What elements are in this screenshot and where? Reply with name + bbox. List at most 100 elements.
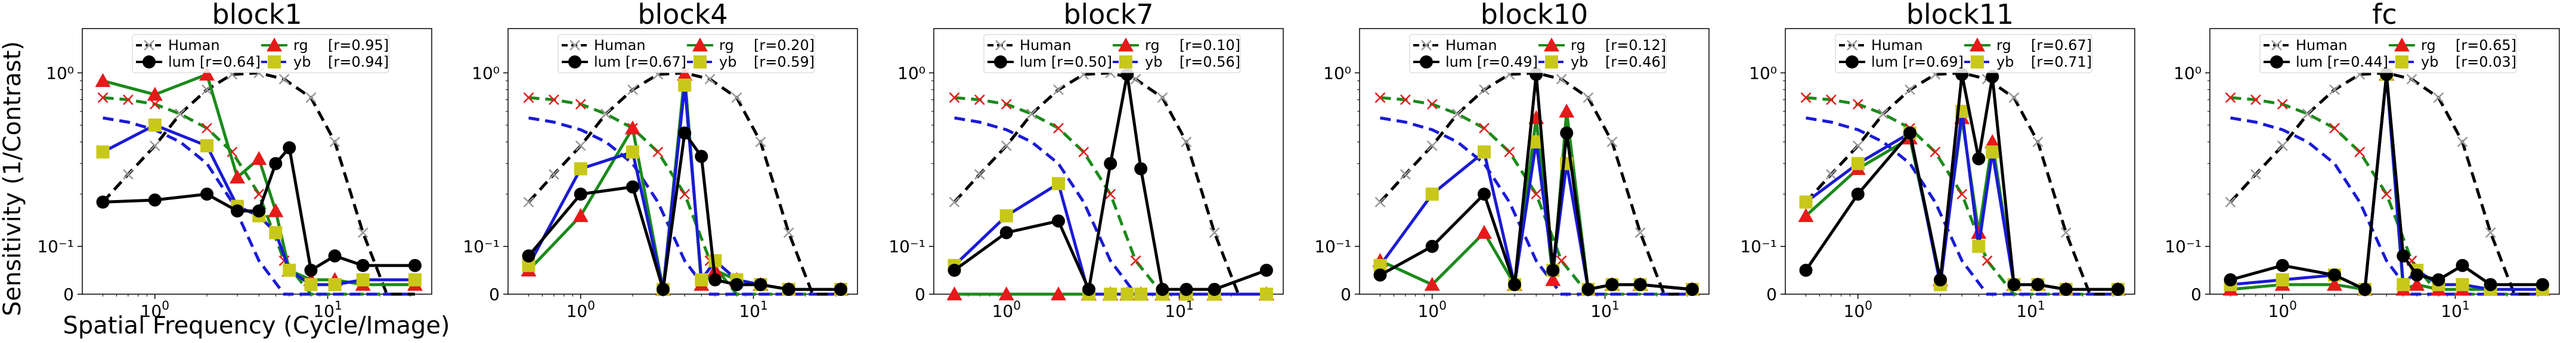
human-marker xyxy=(1852,99,1863,110)
point-yb xyxy=(148,119,162,132)
human-marker xyxy=(149,99,160,110)
legend-label-yb: yb xyxy=(719,54,736,70)
point-lum xyxy=(1508,277,1522,291)
legend-label-lum: lum [r=0.64] xyxy=(168,54,261,70)
y-tick-label: 0 xyxy=(489,285,500,304)
human-marker xyxy=(1400,169,1411,180)
human-marker xyxy=(253,189,265,199)
human-marker xyxy=(1157,92,1168,103)
human-marker xyxy=(1001,99,1012,110)
point-lum xyxy=(252,204,266,218)
point-yb xyxy=(1972,239,1986,253)
legend-label-rg-r: [r=0.10] xyxy=(1179,37,1240,54)
x-tick-label: 100 xyxy=(992,298,1021,321)
human-marker xyxy=(1981,255,1993,266)
point-rg xyxy=(95,73,111,88)
point-rg xyxy=(624,120,640,135)
point-lum xyxy=(1082,282,1096,296)
x-tick-label: 100 xyxy=(141,298,169,321)
x-tick-label: 100 xyxy=(1844,298,1872,321)
point-rg xyxy=(1476,224,1492,239)
legend-label-human: Human xyxy=(2296,37,2348,54)
human-marker xyxy=(1930,146,1941,158)
point-lum xyxy=(1986,70,1999,83)
point-lum xyxy=(1208,282,1221,296)
point-rg xyxy=(946,286,962,301)
point-rg xyxy=(1545,272,1561,286)
legend-marker-human xyxy=(995,40,1006,51)
human-marker xyxy=(1026,108,1037,120)
legend-box xyxy=(2259,34,2517,73)
point-lum xyxy=(948,263,961,277)
human-marker xyxy=(1426,99,1438,110)
human-curve-rg xyxy=(954,96,1267,296)
point-yb xyxy=(1986,145,1999,159)
point-lum xyxy=(1373,268,1387,282)
y-tick-label: 10⁻¹ xyxy=(2165,237,2202,257)
chart-title: block11 xyxy=(1906,0,2014,30)
y-axis-label: Sensitivity (1/Contrast) xyxy=(0,41,26,316)
point-yb xyxy=(1134,288,1148,301)
y-tick-label: 0 xyxy=(915,285,925,304)
legend-label-rg: rg xyxy=(1571,37,1586,54)
point-lum xyxy=(1851,188,1865,201)
human-marker xyxy=(305,92,317,103)
chart-panel-block1: block1 0 10⁻¹ 10⁰ 100 101 Human rg [r=0.95] lum [… xyxy=(37,0,432,321)
x-tick-label: 101 xyxy=(1165,298,1193,321)
point-lum xyxy=(2111,282,2125,296)
point-lum xyxy=(328,249,342,263)
point-yb xyxy=(283,263,296,277)
human-marker xyxy=(2329,84,2340,95)
point-yb xyxy=(200,139,213,152)
human-marker xyxy=(2381,189,2392,199)
legend-label-rg-r: [r=0.65] xyxy=(2456,37,2516,54)
point-yb xyxy=(2397,277,2410,291)
legend-marker-yb xyxy=(1545,55,1558,68)
point-lum xyxy=(574,188,587,201)
human-curve-yb xyxy=(528,116,841,296)
human-marker xyxy=(974,94,985,105)
chart-panel-block4: block4 0 10⁻¹ 10⁰ 100 101 Human rg [r=0.20] lum [… xyxy=(463,0,858,321)
human-marker xyxy=(1130,255,1141,266)
point-yb xyxy=(2275,273,2289,286)
legend: Human rg [r=0.65] lum [r=0.44] yb [r=0.03] xyxy=(2259,34,2517,73)
human-marker xyxy=(652,146,664,158)
human-marker xyxy=(1426,140,1438,151)
plot-area xyxy=(2209,28,2560,295)
legend-label-rg: rg xyxy=(293,37,308,54)
point-lum xyxy=(1156,282,1169,296)
human-marker xyxy=(548,169,559,180)
legend-box xyxy=(1835,34,2092,73)
human-marker xyxy=(1556,74,1567,85)
legend-marker-yb xyxy=(268,55,281,68)
y-tick-label: 10⁰ xyxy=(1749,63,1777,83)
point-yb xyxy=(1530,135,1543,149)
point-yb xyxy=(626,145,639,159)
legend-label-rg-r: [r=0.20] xyxy=(754,37,815,54)
y-tick-label: 10⁰ xyxy=(472,63,500,83)
point-lum xyxy=(2224,273,2237,286)
legend-marker-rg xyxy=(1118,38,1134,52)
chart-panel-block10: block10 0 10⁻¹ 10⁰ 100 101 Human rg [r=0.12] lum … xyxy=(1314,0,1710,321)
legend: Human rg [r=0.67] lum [r=0.69] yb [r=0.71] xyxy=(1835,34,2092,73)
legend-label-human: Human xyxy=(1871,37,1923,54)
legend: Human rg [r=0.10] lum [r=0.50] yb [r=0.56] xyxy=(983,34,1241,73)
legend-marker-human xyxy=(2271,40,2282,51)
point-yb xyxy=(96,145,110,159)
human-marker xyxy=(1878,108,1888,120)
point-yb xyxy=(328,277,342,291)
point-lum xyxy=(1560,126,1574,140)
x-tick-label: 101 xyxy=(313,298,342,321)
point-yb xyxy=(269,226,283,239)
chart-panel-fc: fc 0 10⁻¹ 10⁰ 100 101 Human rg [r=0.65] lum [r=0.… xyxy=(2165,0,2560,321)
y-tick-label: 10⁰ xyxy=(1323,63,1351,83)
point-lum xyxy=(1259,263,1273,277)
point-yb xyxy=(2456,277,2469,291)
human-marker xyxy=(755,136,766,148)
legend-marker-rg xyxy=(1970,38,1985,52)
legend-label-lum: lum [r=0.69] xyxy=(1871,54,1964,70)
human-marker xyxy=(2250,169,2261,180)
human-curve-yb xyxy=(954,116,1267,296)
human-marker xyxy=(949,92,960,103)
